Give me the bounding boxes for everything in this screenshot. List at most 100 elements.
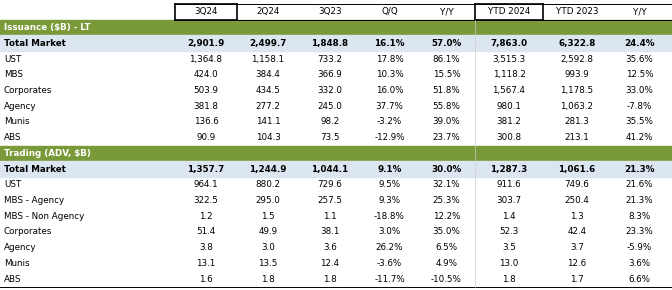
Text: 1,567.4: 1,567.4: [493, 86, 526, 95]
Text: 1,044.1: 1,044.1: [311, 165, 349, 174]
Text: 12.5%: 12.5%: [626, 70, 653, 79]
Text: 303.7: 303.7: [497, 196, 521, 205]
Text: 3.7: 3.7: [570, 243, 584, 252]
Text: 52.3: 52.3: [499, 227, 519, 236]
Text: UST: UST: [4, 55, 22, 64]
Text: 30.0%: 30.0%: [431, 165, 462, 174]
Bar: [0, 35, 672, 51]
Text: 26.2%: 26.2%: [376, 243, 403, 252]
Text: 98.2: 98.2: [321, 117, 339, 126]
Text: 35.0%: 35.0%: [433, 227, 460, 236]
Text: 10.3%: 10.3%: [376, 70, 403, 79]
Text: -3.2%: -3.2%: [377, 117, 402, 126]
Text: 33.0%: 33.0%: [626, 86, 653, 95]
Text: 49.9: 49.9: [259, 227, 278, 236]
Text: 6,322.8: 6,322.8: [558, 39, 595, 48]
Text: 17.8%: 17.8%: [376, 55, 403, 64]
Text: Agency: Agency: [4, 102, 36, 111]
Text: 16.1%: 16.1%: [374, 39, 405, 48]
Text: Munis: Munis: [4, 117, 30, 126]
Text: 1.4: 1.4: [502, 212, 516, 221]
Text: 1.5: 1.5: [261, 212, 275, 221]
Text: Trading (ADV, $B): Trading (ADV, $B): [4, 149, 91, 158]
Text: 1.6: 1.6: [199, 275, 213, 284]
Text: 3.0%: 3.0%: [378, 227, 401, 236]
Text: 366.9: 366.9: [318, 70, 342, 79]
Text: -12.9%: -12.9%: [374, 133, 405, 142]
Text: -10.5%: -10.5%: [431, 275, 462, 284]
Text: 3.0: 3.0: [261, 243, 275, 252]
Text: 141.1: 141.1: [255, 117, 280, 126]
Text: 21.3%: 21.3%: [624, 165, 655, 174]
Text: 381.2: 381.2: [497, 117, 521, 126]
Text: 322.5: 322.5: [194, 196, 218, 205]
Text: 257.5: 257.5: [317, 196, 343, 205]
Text: 434.5: 434.5: [255, 86, 280, 95]
Text: 1.8: 1.8: [323, 275, 337, 284]
Text: 332.0: 332.0: [317, 86, 343, 95]
Text: 55.8%: 55.8%: [433, 102, 460, 111]
Text: 1,364.8: 1,364.8: [190, 55, 222, 64]
Text: 8.3%: 8.3%: [628, 212, 650, 221]
Text: 73.5: 73.5: [321, 133, 340, 142]
Text: 9.3%: 9.3%: [378, 196, 401, 205]
Text: MBS - Non Agency: MBS - Non Agency: [4, 212, 84, 221]
Text: 1,848.8: 1,848.8: [312, 39, 349, 48]
Text: 1.7: 1.7: [570, 275, 584, 284]
Text: 3Q24: 3Q24: [194, 7, 218, 16]
Text: 250.4: 250.4: [564, 196, 589, 205]
Text: 1,357.7: 1,357.7: [187, 165, 224, 174]
Text: -3.6%: -3.6%: [377, 259, 402, 268]
Text: 13.0: 13.0: [499, 259, 519, 268]
Text: 1,063.2: 1,063.2: [560, 102, 593, 111]
Text: 24.4%: 24.4%: [624, 39, 655, 48]
Text: MBS - Agency: MBS - Agency: [4, 196, 64, 205]
Text: Corporates: Corporates: [4, 86, 52, 95]
Text: Issuance ($B) - LT: Issuance ($B) - LT: [4, 23, 91, 32]
Text: Y/Y: Y/Y: [439, 7, 454, 16]
Text: 1,287.3: 1,287.3: [491, 165, 528, 174]
Text: 424.0: 424.0: [194, 70, 218, 79]
Text: 880.2: 880.2: [255, 180, 280, 189]
Text: 51.8%: 51.8%: [433, 86, 460, 95]
Text: 15.5%: 15.5%: [433, 70, 460, 79]
Text: 1.8: 1.8: [261, 275, 275, 284]
Text: 2Q24: 2Q24: [256, 7, 280, 16]
Text: 21.3%: 21.3%: [626, 196, 653, 205]
Text: 16.0%: 16.0%: [376, 86, 403, 95]
Text: 733.2: 733.2: [317, 55, 343, 64]
Text: 384.4: 384.4: [255, 70, 280, 79]
Text: 23.3%: 23.3%: [626, 227, 653, 236]
Text: Total Market: Total Market: [4, 39, 66, 48]
Text: Total Market: Total Market: [4, 165, 66, 174]
Bar: [0, 161, 672, 177]
Text: 90.9: 90.9: [196, 133, 216, 142]
Text: 35.5%: 35.5%: [626, 117, 653, 126]
Text: Agency: Agency: [4, 243, 36, 252]
Text: 1.3: 1.3: [570, 212, 584, 221]
Text: 13.5: 13.5: [258, 259, 278, 268]
Text: -11.7%: -11.7%: [374, 275, 405, 284]
Text: 1,178.5: 1,178.5: [560, 86, 593, 95]
Text: 1.2: 1.2: [199, 212, 213, 221]
Text: -18.8%: -18.8%: [374, 212, 405, 221]
Text: 12.6: 12.6: [567, 259, 587, 268]
Text: Corporates: Corporates: [4, 227, 52, 236]
Text: 729.6: 729.6: [318, 180, 342, 189]
Text: 2,901.9: 2,901.9: [187, 39, 224, 48]
Text: 1,244.9: 1,244.9: [249, 165, 287, 174]
Text: 13.1: 13.1: [196, 259, 216, 268]
Text: 32.1%: 32.1%: [433, 180, 460, 189]
Text: 2,592.8: 2,592.8: [560, 55, 593, 64]
Text: 3.6%: 3.6%: [628, 259, 650, 268]
Text: 51.4: 51.4: [196, 227, 216, 236]
Text: 295.0: 295.0: [255, 196, 280, 205]
Text: 39.0%: 39.0%: [433, 117, 460, 126]
Text: 503.9: 503.9: [194, 86, 218, 95]
Text: 911.6: 911.6: [497, 180, 521, 189]
Text: UST: UST: [4, 180, 22, 189]
Text: 1.8: 1.8: [502, 275, 516, 284]
Text: 21.6%: 21.6%: [626, 180, 653, 189]
Bar: [0, 146, 672, 161]
Text: 749.6: 749.6: [564, 180, 589, 189]
